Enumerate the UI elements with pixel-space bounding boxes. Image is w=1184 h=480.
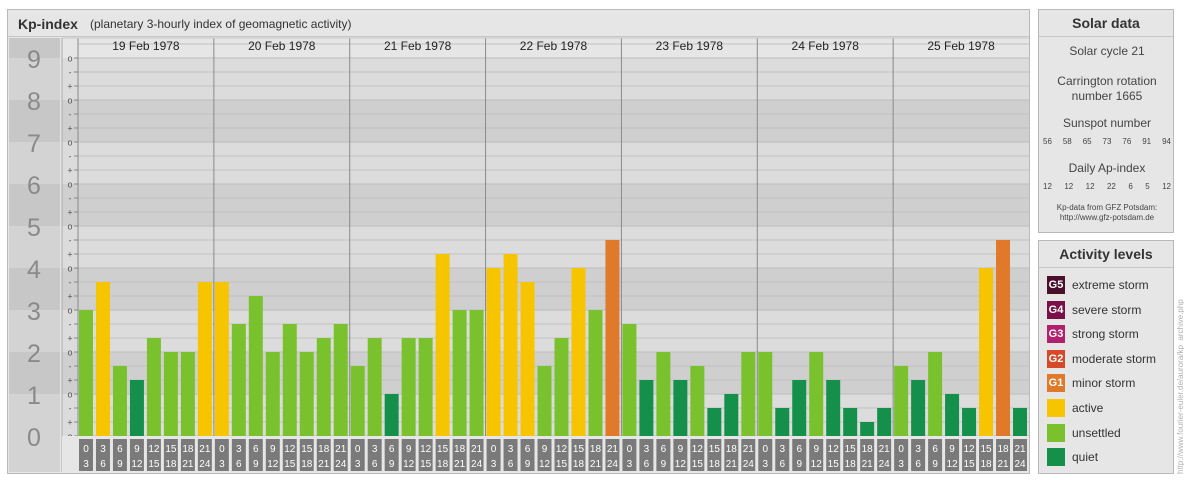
solar-data-panel: Solar data Solar cycle 21 Carrington rot… — [1038, 9, 1174, 233]
sunspot-value: 94 — [1162, 137, 1171, 146]
sunspot-value: 91 — [1142, 137, 1152, 146]
ap-index-value: 12 — [1085, 182, 1095, 191]
legend-label: moderate storm — [1072, 351, 1157, 366]
legend-swatch — [1047, 423, 1065, 442]
legend-label: quiet — [1072, 450, 1099, 465]
legend-item: quiet — [1047, 447, 1098, 467]
legend-item: G3 strong storm — [1047, 324, 1139, 344]
legend-label: unsettled — [1072, 425, 1121, 440]
ap-index-value: 5 — [1145, 182, 1150, 191]
legend-item: G2 moderate storm — [1047, 349, 1156, 369]
credit-url: http://www.fourier-euler.de/aurora/kp_ar… — [1176, 299, 1184, 474]
legend-label: extreme storm — [1072, 278, 1149, 292]
ap-index-values: 12 12 12 22 6 5 12 — [1043, 182, 1171, 191]
activity-levels-panel: Activity levels G5 extreme storm G4 severe … — [1038, 240, 1174, 474]
carrington-rotation: Carrington rotation number 1665 — [1057, 74, 1157, 103]
activity-levels-title: Activity levels — [1039, 241, 1173, 268]
ap-index-value: 12 — [1064, 182, 1074, 191]
kp-chart-panel: Kp-index (planetary 3-hourly index of ge… — [7, 9, 1030, 474]
ap-index-value: 12 — [1162, 182, 1171, 191]
legend-item: G1 minor storm — [1047, 373, 1135, 393]
legend-swatch: G4 — [1047, 300, 1065, 319]
ap-index-label: Daily Ap-index — [1068, 161, 1146, 175]
legend-swatch: G2 — [1047, 349, 1065, 368]
source-line-2: http://www.gfz-potsdam.de — [1059, 213, 1155, 222]
legend-item: G5 extreme storm — [1047, 275, 1149, 295]
sunspot-label: Sunspot number — [1062, 116, 1152, 130]
chart-title: Kp-index — [18, 16, 78, 32]
legend-swatch: G5 — [1047, 276, 1065, 294]
legend-label: minor storm — [1072, 376, 1136, 391]
legend-swatch: G1 — [1047, 374, 1065, 393]
solar-cycle: Solar cycle 21 — [1069, 44, 1145, 58]
legend-item: unsettled — [1047, 423, 1121, 443]
legend-swatch — [1047, 448, 1065, 467]
source-line-1: Kp-data from GFZ Potsdam: — [1056, 203, 1158, 212]
sunspot-value: 65 — [1082, 137, 1092, 146]
legend-label: strong storm — [1072, 327, 1139, 342]
legend-label: severe storm — [1072, 302, 1142, 317]
ap-index-value: 12 — [1043, 182, 1052, 191]
kp-chart-header: Kp-index (planetary 3-hourly index of ge… — [8, 10, 1029, 37]
sunspot-values: 56 58 65 73 76 91 94 — [1043, 137, 1171, 146]
legend-item: G4 severe storm — [1047, 300, 1141, 320]
sunspot-value: 76 — [1122, 137, 1132, 146]
ap-index-value: 6 — [1128, 182, 1133, 191]
sunspot-value: 73 — [1102, 137, 1112, 146]
legend-swatch: G3 — [1047, 325, 1065, 344]
chart-subtitle: (planetary 3-hourly index of geomagnetic… — [90, 17, 352, 31]
legend-item: active — [1047, 398, 1103, 418]
ap-index-value: 22 — [1106, 182, 1116, 191]
legend-swatch — [1047, 399, 1065, 417]
legend-label: active — [1072, 401, 1104, 415]
sunspot-value: 58 — [1062, 137, 1072, 146]
sunspot-value: 56 — [1043, 137, 1052, 146]
solar-data-title: Solar data — [1039, 10, 1173, 37]
